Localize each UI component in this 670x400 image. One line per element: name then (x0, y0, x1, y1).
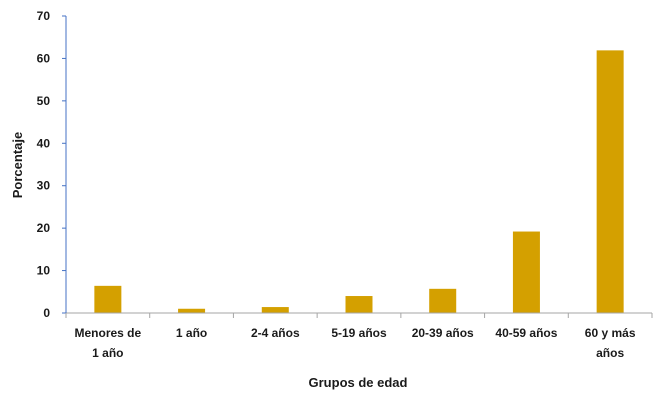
x-axis-title: Grupos de edad (309, 375, 408, 390)
y-tick-label: 20 (37, 221, 51, 235)
bar (345, 296, 373, 313)
bars (94, 50, 624, 314)
x-category-label: 40-59 años (495, 326, 557, 340)
bar (512, 231, 540, 313)
y-tick-label: 10 (37, 264, 51, 278)
y-tick-label: 60 (37, 51, 51, 65)
x-category-label: 60 y más años (585, 326, 636, 360)
bar (94, 285, 122, 313)
bar (429, 288, 457, 313)
bar (596, 50, 624, 314)
x-category-label: 20-39 años (412, 326, 474, 340)
x-category-label: 2-4 años (251, 326, 300, 340)
y-tick-label: 70 (37, 9, 51, 23)
x-category-label: 5-19 años (331, 326, 387, 340)
y-tick-label: 50 (37, 94, 51, 108)
x-category-label: Menores de 1 año (75, 326, 142, 360)
y-axis-ticks: 0 10 20 30 40 50 60 70 (37, 9, 66, 320)
x-axis-category-labels: Menores de 1 año 1 año 2-4 años 5-19 años 20-… (65, 313, 653, 360)
y-tick-label: 40 (37, 136, 51, 150)
y-tick-label: 0 (43, 306, 50, 320)
bar (178, 308, 206, 313)
bar (261, 307, 289, 313)
y-tick-label: 30 (37, 179, 51, 193)
y-axis-title: Porcentaje (10, 132, 25, 198)
x-category-label: 1 año (176, 326, 207, 340)
